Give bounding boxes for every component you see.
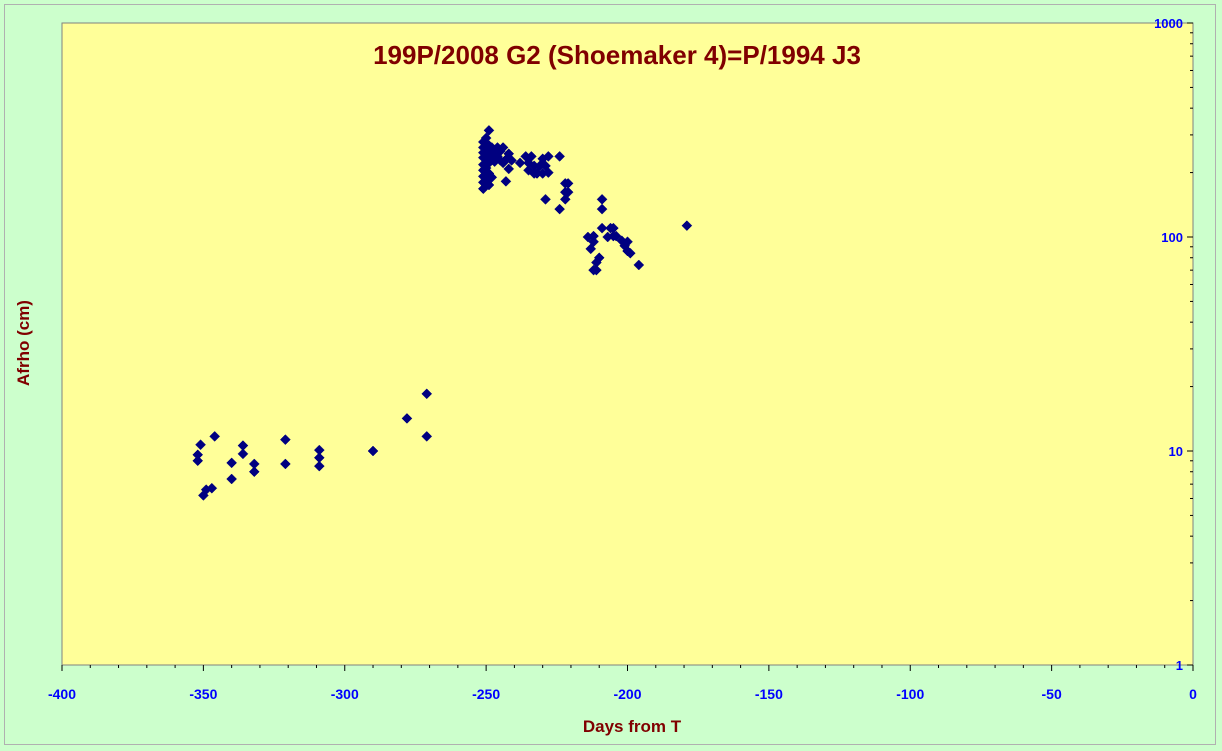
data-point [554,203,565,215]
data-point [313,444,325,456]
data-point [588,230,599,242]
data-point [237,448,249,460]
data-point [593,252,605,264]
y-tick-label: 100 [1161,230,1183,245]
data-point [226,473,238,485]
data-point [248,466,260,478]
data-point [497,142,509,153]
data-point [596,222,608,234]
data-point [588,236,599,248]
x-axis-ticks: -400 -350 -300 -250 -200 -150 -100 -50 0 [48,665,1197,702]
y-tick-label: 1000 [1154,16,1183,31]
data-point [591,264,602,276]
chart-title: 199P/2008 G2 (Shoemaker 4)=P/1994 J3 [373,40,861,70]
data-point [514,157,526,169]
data-point [367,445,379,457]
plot-area [61,22,1194,666]
data-point [483,179,495,191]
data-point [610,230,622,242]
y-tick-label: 10 [1169,444,1183,459]
data-point [526,151,537,162]
data-point [313,460,325,472]
x-tick-label: -50 [1042,686,1062,702]
data-point [421,431,433,442]
data-point [540,193,551,205]
data-point [226,457,238,469]
x-tick-label: -250 [472,686,500,702]
data-point [681,220,693,231]
data-point [192,455,204,467]
data-point [401,413,413,424]
data-point [237,440,249,451]
data-point [596,203,608,215]
x-tick-label: -400 [48,686,76,702]
data-markers [192,125,693,501]
data-point [486,171,498,183]
x-tick-label: -300 [331,686,359,702]
data-point [500,175,512,187]
y-axis-title: Afrho (cm) [14,300,33,386]
data-point [562,186,574,198]
data-point [209,431,221,442]
data-point [506,155,517,166]
data-point [503,163,515,175]
x-tick-label: 0 [1189,686,1197,702]
data-point [542,151,554,162]
x-tick-label: -100 [896,686,924,702]
data-point [206,482,218,494]
data-point [421,388,433,400]
x-tick-label: -150 [755,686,783,702]
data-point [313,452,325,464]
data-point [195,439,206,451]
data-point [248,458,260,470]
data-point [192,449,204,461]
chart-frame [4,4,1216,745]
data-point [280,458,291,470]
y-tick-label: 1 [1176,658,1183,673]
x-axis-title: Days from T [583,717,682,736]
data-point [554,151,565,162]
data-point [542,167,554,178]
data-point [633,259,645,271]
data-point [624,247,636,259]
x-tick-label: -200 [613,686,641,702]
data-point [483,125,495,136]
data-point [280,434,291,445]
x-tick-label: -350 [189,686,217,702]
y-axis-ticks: 1 10 100 1000 [1154,16,1193,673]
